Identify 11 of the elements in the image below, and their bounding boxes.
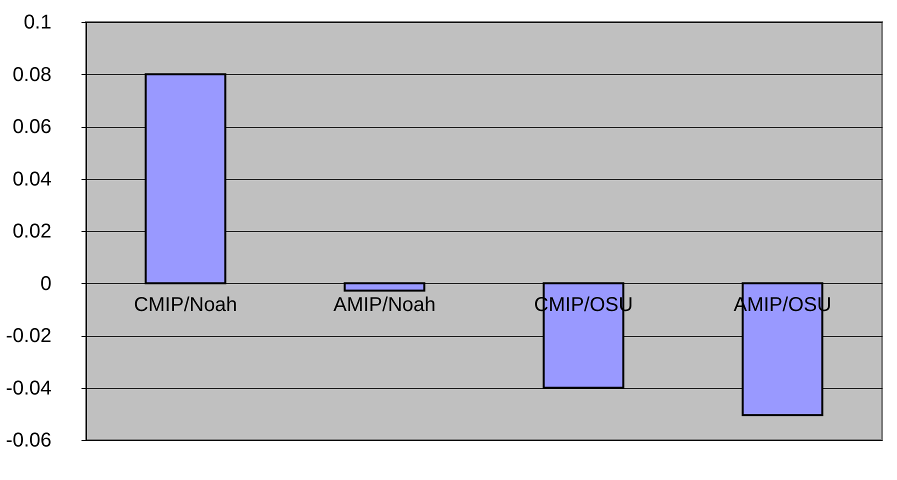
y-tick-label: 0.06 [12,116,52,138]
y-tick-label: 0.08 [12,64,52,86]
y-tick-label: 0.02 [12,220,52,242]
y-tick-label: 0 [40,272,52,295]
y-tick-label: 0.04 [12,168,52,190]
x-tick-label: CMIP/Noah [134,294,238,316]
y-tick-label: 0.1 [24,12,52,34]
y-tick-label: -0.02 [6,325,52,347]
y-tick-label: -0.06 [6,430,52,452]
y-tick-label: -0.04 [6,377,52,400]
x-tick-label: AMIP/Noah [333,294,436,316]
